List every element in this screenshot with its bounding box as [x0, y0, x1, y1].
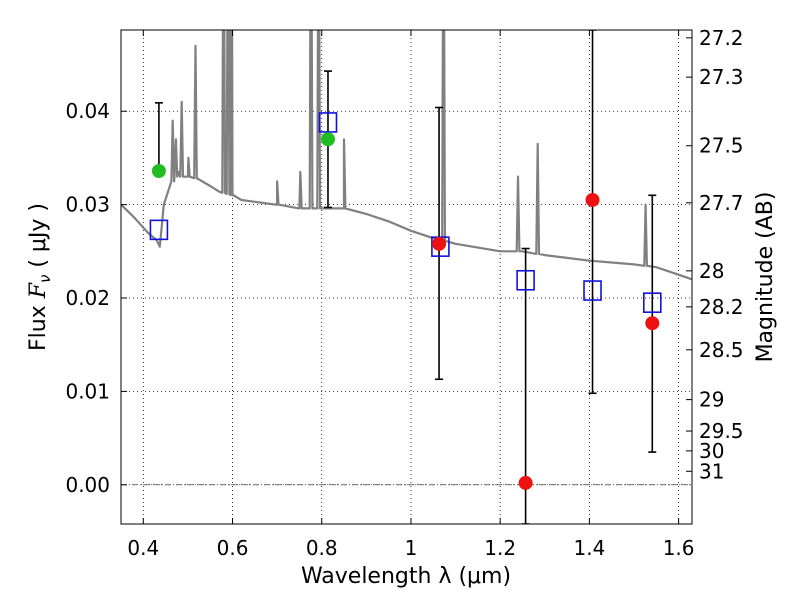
model-band-square — [583, 280, 602, 301]
plot-frame — [120, 29, 693, 525]
model-band-square — [642, 292, 662, 313]
y-tick-label: 0.03 — [65, 193, 110, 217]
observed-point-red — [432, 236, 447, 251]
y2-tick-label: 27.7 — [699, 191, 744, 215]
y2-tick-label: 31 — [699, 459, 724, 483]
axes: 0.4 0.6 0.8 1 1.2 1.4 1.6 0.00 0.01 0.02 0.03 0.04 2… — [65, 26, 743, 560]
y-axis-label-var: F — [26, 282, 51, 299]
x-tick-label: 0.8 — [306, 536, 338, 560]
x-tick-label: 1.6 — [663, 536, 695, 560]
y2-tick-label: 28.2 — [699, 295, 744, 319]
y2-tick-label: 28.5 — [699, 338, 744, 362]
x-tick-label: 1.4 — [573, 536, 605, 560]
y-tick-label: 0.04 — [65, 99, 110, 123]
y2-tick-label: 27.3 — [699, 65, 744, 89]
x-tick-label: 1 — [405, 536, 418, 560]
y2-tick-label: 30 — [699, 439, 724, 463]
y-tick-label: 0.00 — [65, 473, 110, 497]
x-tick-label: 1.2 — [484, 536, 516, 560]
observed-point-green — [151, 164, 166, 179]
y2-tick-label: 29.5 — [699, 419, 744, 443]
observed-point-red — [518, 475, 533, 490]
x-axis-label: Wavelength λ (μm) — [301, 564, 511, 589]
data-layer — [121, 30, 692, 524]
x-tick-label: 0.4 — [127, 536, 159, 560]
model-band-square — [516, 269, 535, 291]
y-tick-label: 0.02 — [65, 286, 110, 310]
y2-tick-label: 27.5 — [699, 134, 744, 158]
y2-tick-label: 29 — [699, 388, 724, 412]
y2-tick-label: 27.2 — [699, 26, 744, 50]
y-axis-label-group: Flux Fν ( μJy ) — [26, 203, 54, 351]
y-axis-label: Flux Fν ( μJy ) — [26, 203, 54, 351]
model-band-square — [318, 112, 338, 133]
observed-point-red — [585, 192, 600, 207]
y-axis-label-sub: ν — [36, 275, 54, 283]
model-spectrum-line — [121, 30, 692, 281]
grid — [121, 30, 692, 524]
model-band-square — [149, 219, 169, 241]
y2-tick-label: 28 — [699, 259, 724, 283]
y2-axis-label-group: Magnitude (AB) — [753, 192, 778, 363]
y2-axis-label: Magnitude (AB) — [753, 192, 778, 363]
x-tick-label: 0.6 — [217, 536, 249, 560]
y-tick-label: 0.01 — [65, 379, 110, 403]
observed-point-red — [645, 316, 660, 331]
observed-point-green — [320, 132, 335, 147]
